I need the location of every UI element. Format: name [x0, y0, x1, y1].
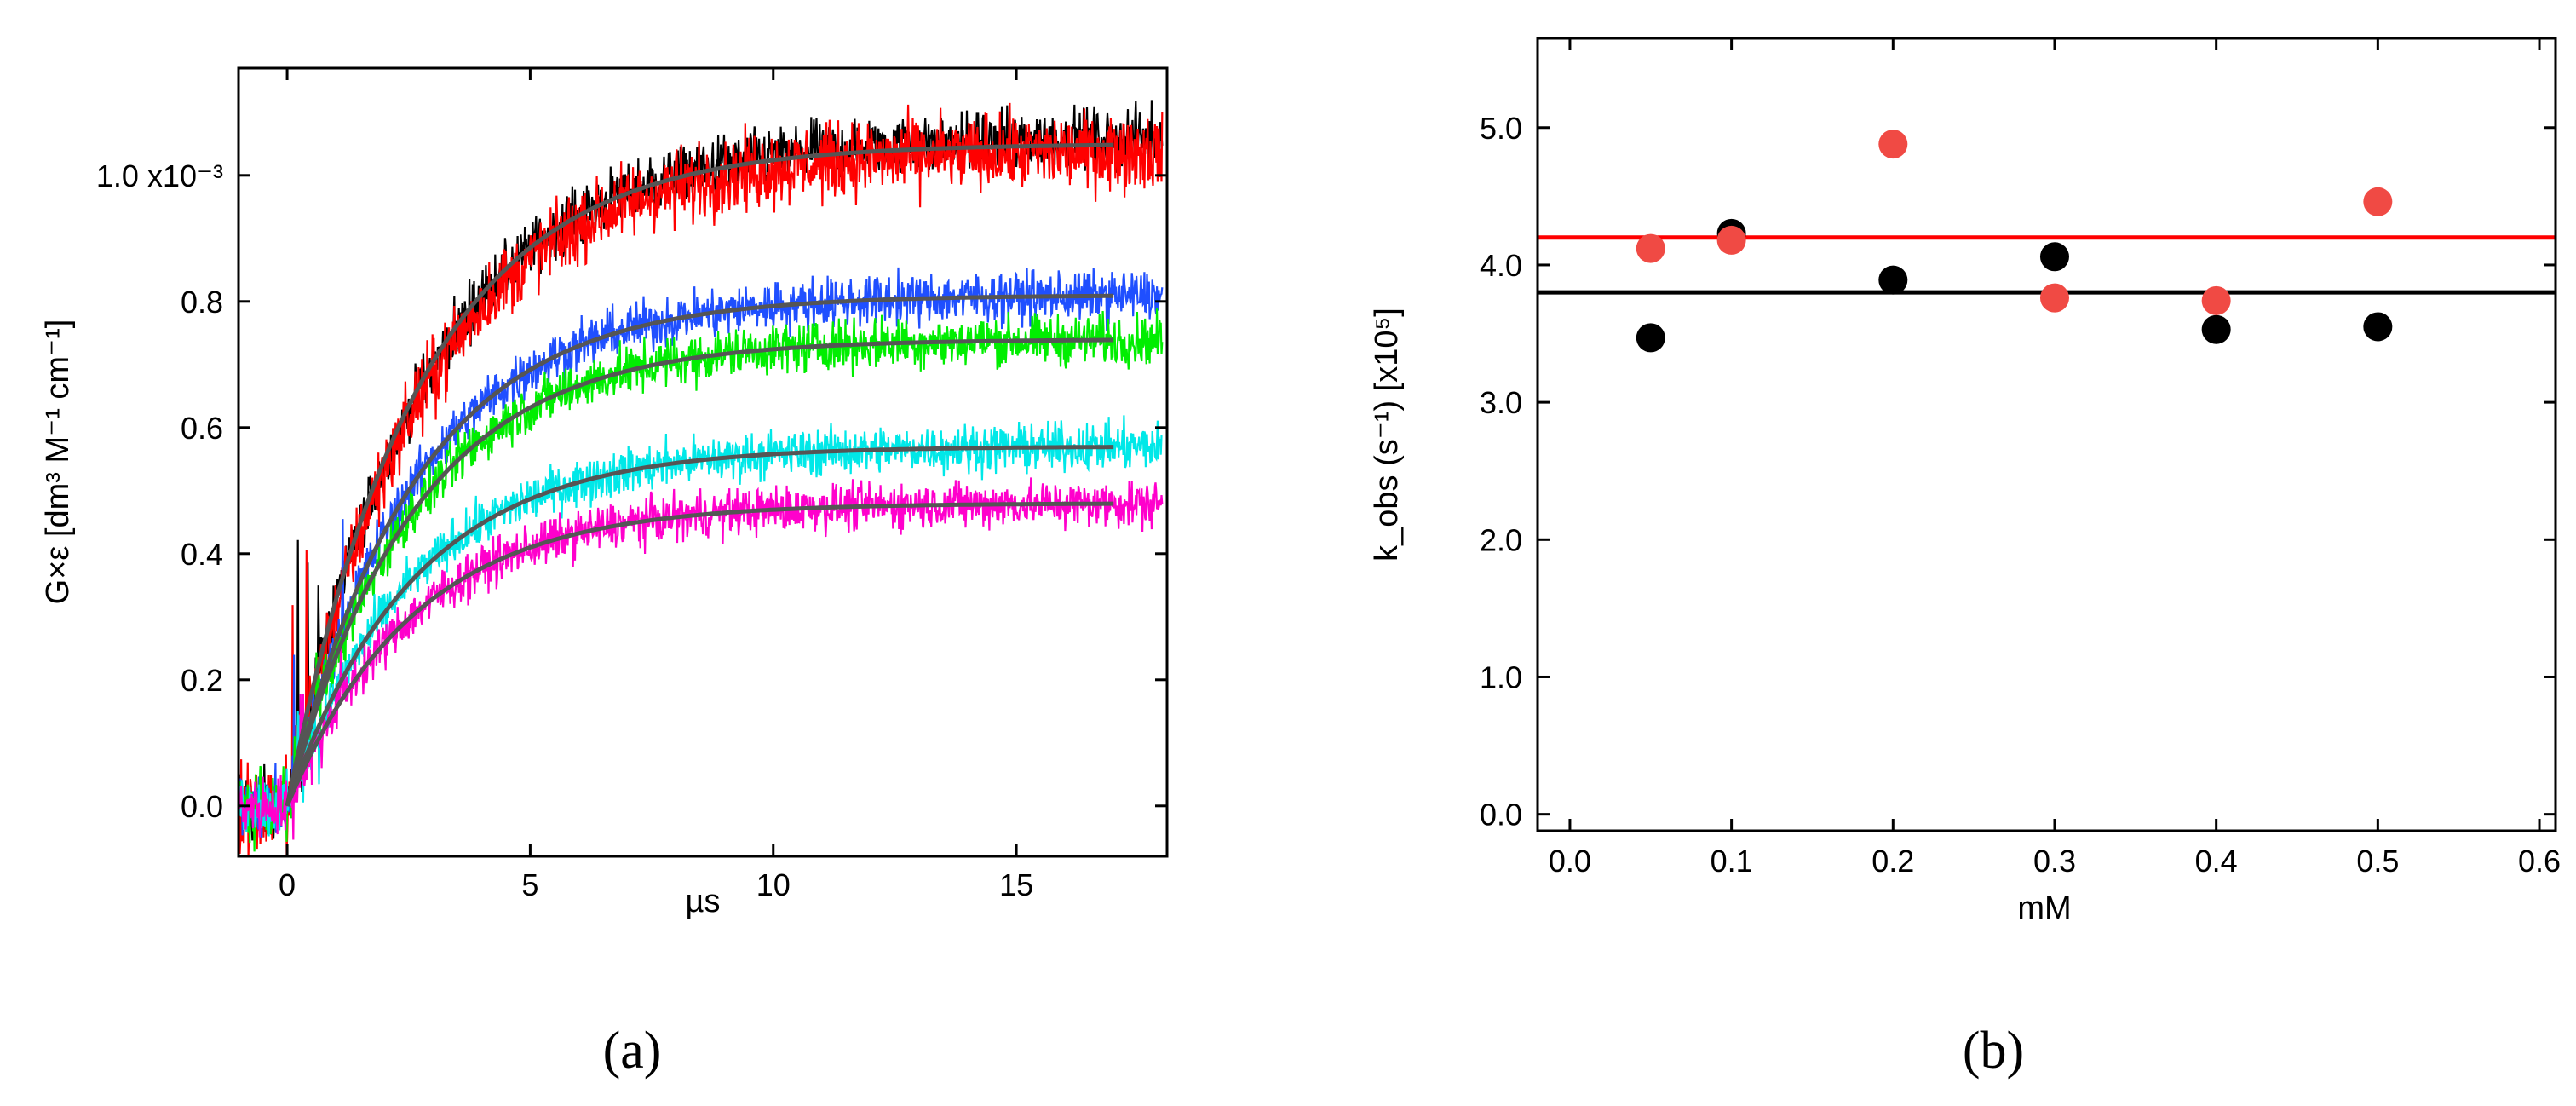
panel-a-fit-curve-4: [285, 501, 1114, 807]
panel-a-label: (a): [603, 1022, 662, 1080]
panel-b-y-tick-label: 5.0: [1480, 111, 1522, 146]
panel-b-y-tick-label: 4.0: [1480, 248, 1522, 283]
panel-a-x-ticks: 0 5 10 15: [279, 68, 1033, 902]
panel-a-x-tick-label: 5: [521, 867, 538, 902]
chart-panel-b: 0.0 0.1 0.2 0.3 0.4 0.5 0.6 0.0 1.0 2.0 3.0 4.0 5.0…: [1369, 37, 2561, 1080]
panel-b-plot-frame: [1536, 37, 2557, 832]
panel-a-x-tick-label: 15: [999, 867, 1033, 902]
panel-b-x-axis-label: mM: [2017, 890, 2071, 926]
panel-b-x-tick-label: 0.3: [2033, 844, 2076, 878]
panel-b-point-s0-5: [2363, 312, 2393, 342]
panel-a-fit-curve-1: [285, 293, 1114, 807]
panel-a-fit-curve-3: [285, 445, 1114, 807]
panel-b-point-s1-0: [1636, 233, 1665, 263]
panel-b-x-tick-label: 0.6: [2518, 844, 2561, 878]
panel-a-y-tick-label: 0.6: [181, 411, 223, 446]
panel-b-point-s1-1: [1716, 225, 1746, 255]
panel-b-y-tick-label: 2.0: [1480, 522, 1522, 557]
panel-a-fit-curve-0: [285, 142, 1114, 807]
panel-a-x-tick-label: 10: [756, 867, 791, 902]
panel-a-fit-group: [285, 142, 1114, 807]
panel-b-point-s1-5: [2363, 187, 2393, 216]
panel-b-y-tick-label: 3.0: [1480, 385, 1522, 420]
panel-b-x-tick-label: 0.2: [1872, 844, 1914, 878]
panel-b-point-s0-4: [2201, 314, 2231, 344]
panel-a-trace-4: [237, 415, 1163, 837]
panel-a-y-axis-label: G×ε [dm³ M⁻¹ cm⁻¹]: [40, 320, 76, 605]
panel-a-y-ticks: 0.0 0.2 0.4 0.6 0.8 1.0 x10⁻³: [96, 158, 1167, 824]
panel-b-x-tick-label: 0.4: [2195, 844, 2238, 878]
panel-a-x-tick-label: 0: [279, 867, 296, 902]
panel-a-x-axis-label: µs: [686, 884, 721, 919]
panel-b-points: [1636, 130, 2393, 353]
panel-a-trace-5: [237, 477, 1164, 840]
panel-b-point-s0-0: [1636, 323, 1665, 353]
panel-b-point-s1-3: [2039, 283, 2069, 313]
panel-a-y-tick-label: 0.2: [181, 663, 223, 698]
panel-b-point-s0-3: [2039, 242, 2069, 272]
panel-b-x-tick-label: 0.0: [1549, 844, 1591, 878]
panel-b-label: (b): [1963, 1022, 2024, 1080]
panel-a-y-tick-label: 0.0: [181, 789, 223, 824]
panel-b-point-s0-2: [1878, 265, 1908, 295]
panel-a-series-group: [237, 100, 1164, 857]
panel-a-y-tick-label: 0.8: [181, 285, 223, 320]
panel-b-y-tick-label: 1.0: [1480, 660, 1522, 694]
panel-a-fit-curve-2: [285, 337, 1114, 807]
panel-b-y-ticks: 0.0 1.0 2.0 3.0 4.0 5.0: [1480, 111, 2556, 832]
panel-b-y-axis-label: k_obs (s⁻¹) [x10⁵]: [1369, 308, 1405, 562]
panel-b-y-tick-label: 0.0: [1480, 798, 1522, 832]
panel-a-trace-1: [237, 102, 1164, 857]
panel-a-plot-frame: [237, 66, 1169, 858]
chart-panel-a: 0 5 10 15 0.0 0.2 0.4 0.6 0.8 1.0 x10⁻³ µs G×ε […: [40, 66, 1169, 1080]
panel-b-x-tick-label: 0.5: [2356, 844, 2399, 878]
panel-a-y-tick-label: 0.4: [181, 537, 223, 572]
panel-b-point-s1-2: [1878, 130, 1908, 159]
panel-b-x-ticks: 0.0 0.1 0.2 0.3 0.4 0.5 0.6: [1549, 38, 2561, 878]
panel-a-trace-3: [237, 308, 1164, 852]
panel-b-point-s1-4: [2201, 285, 2231, 315]
panel-b-x-tick-label: 0.1: [1711, 844, 1753, 878]
panel-a-y-tick-label: 1.0 x10⁻³: [96, 158, 223, 193]
